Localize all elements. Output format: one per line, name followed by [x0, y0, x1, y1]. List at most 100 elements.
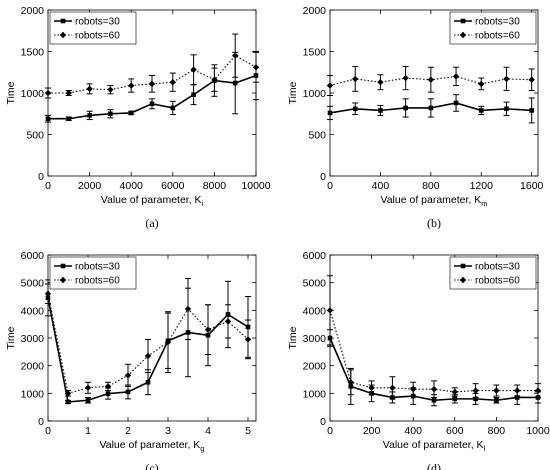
legend-label: robots=60	[75, 276, 120, 287]
data-point	[403, 105, 408, 111]
x-axis-label: Value of parameter, Km	[380, 194, 487, 208]
data-point	[326, 82, 334, 89]
series-robots=30	[45, 279, 251, 405]
y-tick-label: 2000	[21, 361, 45, 373]
data-point	[205, 332, 211, 338]
data-point	[124, 372, 132, 379]
data-point	[478, 108, 484, 113]
y-tick-label: 500	[26, 130, 44, 142]
x-axis-label-subscript: i	[202, 199, 204, 208]
data-point	[493, 387, 500, 394]
y-tick-label: 500	[308, 130, 326, 142]
data-point	[377, 79, 384, 86]
data-point	[503, 75, 510, 83]
x-axis-label-subscript: g	[200, 444, 204, 453]
data-point	[528, 76, 535, 83]
data-point	[232, 80, 238, 86]
data-point	[65, 399, 71, 405]
y-tick-label: 3000	[21, 333, 45, 345]
legend-box	[49, 256, 137, 290]
x-tick-label: 600	[446, 425, 464, 437]
data-point	[430, 385, 438, 393]
legend-marker	[59, 276, 67, 284]
legend: robots=30 robots=60	[449, 11, 537, 45]
y-tick-label: 5000	[303, 278, 327, 290]
x-tick-label: 2	[125, 425, 131, 437]
panel-caption: (a)	[145, 216, 158, 230]
data-point	[326, 307, 334, 314]
x-axis-label: Value of parameter, Kg	[100, 439, 205, 453]
legend-marker	[59, 31, 67, 39]
y-tick-label: 2000	[303, 5, 327, 17]
y-tick-label: 0	[38, 171, 44, 183]
data-point	[352, 75, 359, 83]
data-point	[494, 397, 499, 403]
y-tick-label: 3000	[303, 333, 327, 345]
legend: robots=30 robots=60	[449, 256, 537, 290]
x-tick-label: 4	[205, 425, 211, 437]
data-point	[452, 73, 460, 80]
x-tick-label: 1000	[526, 425, 550, 437]
y-tick-label: 6000	[303, 250, 327, 262]
panel-caption: (d)	[427, 461, 441, 470]
x-tick-label: 400	[404, 425, 422, 437]
y-axis-label: Time	[287, 81, 299, 104]
data-point	[402, 74, 409, 82]
x-axis-label: Value of parameter, Ki	[101, 194, 204, 208]
x-tick-label: 2000	[78, 180, 102, 192]
data-point	[87, 113, 92, 118]
data-point	[472, 387, 479, 394]
data-point	[190, 66, 197, 73]
x-tick-label: 800	[488, 425, 506, 437]
data-point	[66, 116, 72, 122]
x-tick-label: 4000	[120, 180, 144, 192]
data-point	[185, 330, 191, 335]
y-tick-label: 5000	[21, 278, 45, 290]
series-robots=60	[326, 275, 542, 400]
legend-marker	[60, 18, 66, 24]
legend-marker	[460, 18, 466, 24]
series-robots=30	[45, 51, 259, 123]
legend-box	[449, 11, 537, 45]
y-axis-label: Time	[5, 81, 17, 104]
y-tick-label: 2000	[303, 361, 327, 373]
y-tick-label: 4000	[21, 305, 45, 317]
legend-label: robots=30	[475, 17, 520, 28]
data-point	[105, 391, 111, 396]
legend-marker	[459, 31, 467, 39]
data-point	[529, 108, 534, 113]
x-tick-label: 0	[327, 425, 333, 437]
legend-marker	[460, 263, 466, 269]
data-point	[245, 324, 251, 330]
panel-caption: (c)	[145, 461, 158, 470]
data-point	[253, 73, 259, 78]
data-point	[431, 397, 437, 403]
data-point	[410, 393, 416, 399]
x-tick-label: 3	[165, 425, 171, 437]
data-point	[84, 384, 92, 391]
series-robots=30	[327, 329, 541, 407]
data-point	[170, 105, 176, 111]
chart-panel-0: 0 2000 4000 6000 8000 10000 0 500 1000 1500 2000 Va…	[5, 5, 271, 230]
x-tick-label: 0	[327, 180, 333, 192]
legend-label: robots=30	[75, 17, 120, 28]
x-tick-label: 200	[363, 425, 381, 437]
x-tick-label: 800	[422, 180, 440, 192]
data-point	[86, 85, 93, 93]
data-point	[452, 396, 458, 402]
x-axis-label-main: Value of parameter, K	[100, 439, 201, 451]
x-tick-label: 6000	[161, 180, 185, 192]
legend-box	[49, 11, 137, 45]
y-tick-label: 1500	[303, 47, 327, 59]
legend: robots=30 robots=60	[49, 256, 137, 290]
data-point	[169, 79, 176, 86]
data-point	[535, 395, 541, 400]
data-point	[149, 101, 155, 107]
y-axis-label: Time	[287, 326, 299, 349]
data-point	[352, 106, 358, 112]
data-point	[369, 391, 374, 396]
y-tick-label: 1000	[303, 388, 327, 400]
chart-panel-3: 0 200 400 600 800 1000 0 1000 2000 3000 4000 5000 60…	[287, 250, 550, 470]
data-point	[125, 389, 131, 395]
